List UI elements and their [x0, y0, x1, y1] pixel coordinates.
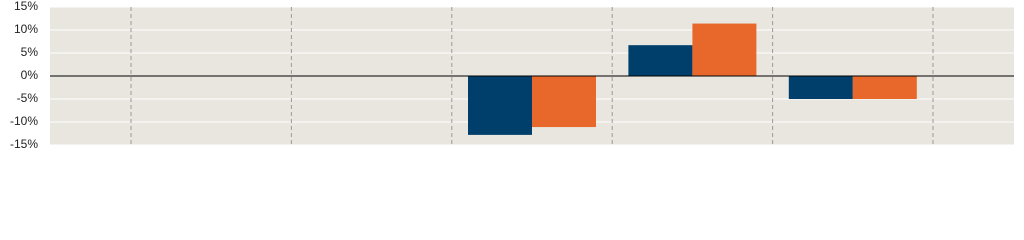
y-tick-label: 15% [14, 0, 38, 13]
y-tick-label: -5% [17, 91, 39, 105]
bar [788, 76, 853, 99]
y-tick-label: -15% [10, 137, 38, 151]
chart: -15% -10% -5% 0% 5% 10% 15% [10, 0, 1014, 151]
y-tick-label: 0% [21, 68, 39, 82]
y-tick-label: 10% [14, 22, 38, 36]
bar [532, 76, 596, 128]
bar [852, 76, 917, 99]
bar [628, 45, 693, 76]
bar [692, 23, 757, 77]
bar [468, 76, 532, 135]
y-tick-label: 5% [21, 45, 39, 59]
y-tick-label: -10% [10, 114, 38, 128]
